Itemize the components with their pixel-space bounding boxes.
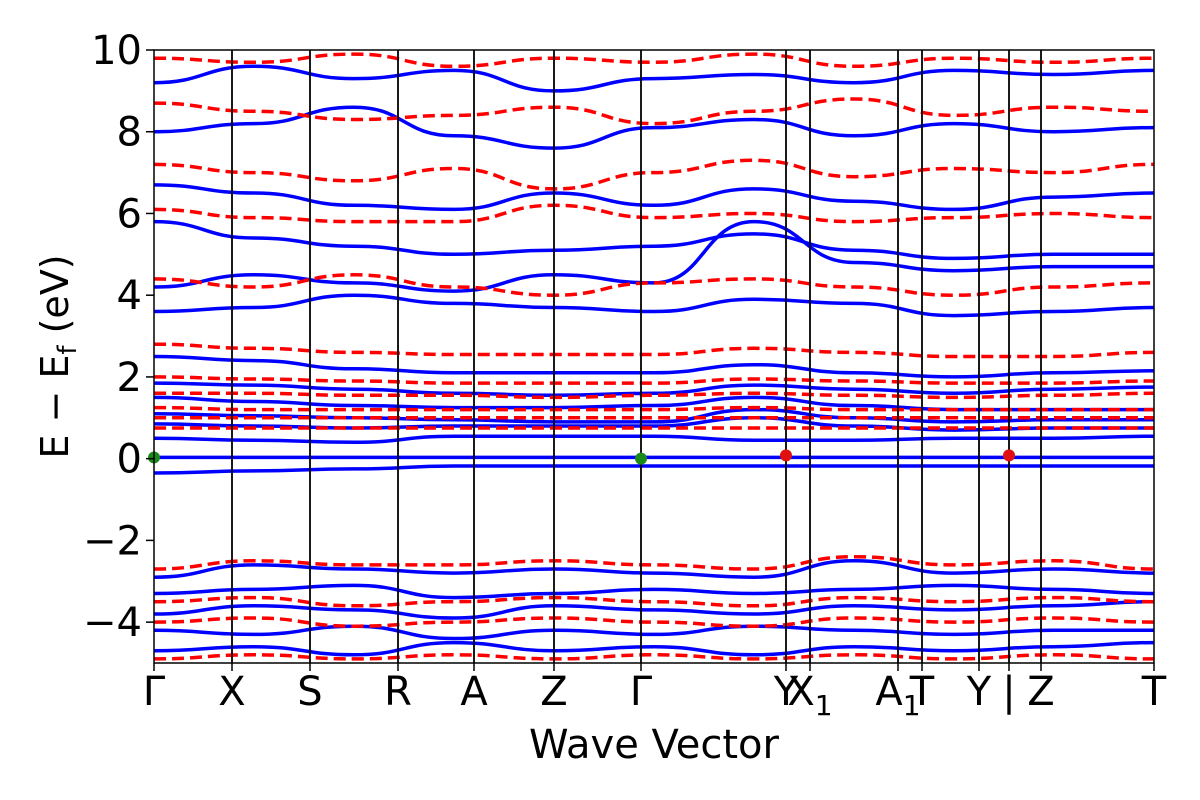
blue-band-10 bbox=[154, 219, 1154, 261]
x-tick-label-2: S bbox=[297, 669, 322, 715]
x-tick-label-14: T bbox=[1141, 669, 1167, 715]
blue-band-17 bbox=[154, 624, 1154, 641]
red-band-7 bbox=[154, 203, 1154, 224]
red-band-11 bbox=[154, 554, 1154, 571]
y-tick-label-5: 6 bbox=[117, 191, 142, 237]
blue-band-12 bbox=[154, 105, 1154, 150]
red-band-9 bbox=[154, 97, 1154, 126]
marker-red-2 bbox=[780, 449, 792, 462]
blue-band-15 bbox=[154, 583, 1154, 600]
blue-band-2 bbox=[154, 434, 1154, 445]
x-ticks-layer: Γ X S R A Z Γ YX1 A1T Y | Z T bbox=[143, 663, 1167, 722]
blue-band-14 bbox=[154, 559, 1154, 579]
y-axis-label: E − Ef (eV) bbox=[33, 254, 83, 458]
x-tick-label-0: Γ bbox=[143, 669, 166, 715]
blue-band-5 bbox=[154, 395, 1154, 412]
red-band-4 bbox=[154, 375, 1154, 385]
x-tick-label-1: X bbox=[218, 669, 245, 715]
blue-band-16 bbox=[154, 599, 1154, 620]
red-band-5 bbox=[154, 342, 1154, 359]
red-band-13 bbox=[154, 616, 1154, 628]
x-tick-label-3: R bbox=[384, 669, 412, 715]
red-band-2 bbox=[154, 405, 1154, 412]
red-band-6 bbox=[154, 273, 1154, 297]
x-tick-label-8: X1 bbox=[787, 669, 832, 722]
y-tick-label-2: 0 bbox=[117, 437, 142, 483]
y-axis-label-main: E − E bbox=[33, 355, 77, 459]
x-tick-label-6: Γ bbox=[630, 669, 653, 715]
blue-band-6 bbox=[154, 381, 1154, 398]
blue-band-11 bbox=[154, 183, 1154, 212]
x-tick-label-4: A bbox=[460, 669, 488, 715]
blue-band-4 bbox=[154, 407, 1154, 424]
x-tick-label-11: Y bbox=[966, 669, 992, 715]
y-tick-label-3: 2 bbox=[117, 355, 142, 401]
blue-band-18 bbox=[154, 640, 1154, 657]
x-tick-label-12: | bbox=[1002, 669, 1015, 715]
marker-green-1 bbox=[635, 452, 647, 465]
y-tick-label-7: 10 bbox=[91, 28, 142, 74]
y-axis-label-unit: (eV) bbox=[33, 254, 77, 345]
x-tick-label-13: Z bbox=[1027, 669, 1054, 715]
marker-red-3 bbox=[1003, 449, 1015, 462]
blue-band-8 bbox=[154, 293, 1154, 318]
blue-band-13 bbox=[154, 64, 1154, 93]
y-tick-label-0: −4 bbox=[83, 600, 142, 646]
red-band-12 bbox=[154, 595, 1154, 608]
red-band-8 bbox=[154, 158, 1154, 191]
red-band-10 bbox=[154, 52, 1154, 69]
red-band-3 bbox=[154, 391, 1154, 400]
bands-layer bbox=[154, 52, 1154, 661]
red-band-14 bbox=[154, 653, 1154, 661]
x-tick-label-5: Z bbox=[540, 669, 567, 715]
x-axis-label: Wave Vector bbox=[529, 722, 780, 768]
blue-band-1 bbox=[154, 464, 1154, 475]
y-tick-label-4: 4 bbox=[117, 273, 142, 319]
kpoint-lines-layer bbox=[231, 50, 1042, 663]
x-tick-label-7: Y bbox=[773, 669, 799, 715]
y-tick-label-6: 8 bbox=[117, 110, 142, 156]
y-axis-label-sub: f bbox=[53, 345, 83, 355]
x-tick-label-10: T bbox=[909, 669, 935, 715]
x-tick-label-9: A1 bbox=[875, 669, 920, 722]
plot-frame bbox=[153, 49, 1155, 664]
blue-band-7 bbox=[154, 354, 1154, 379]
y-tick-label-1: −2 bbox=[83, 518, 142, 564]
y-ticks-layer: −4 −2 0 2 4 6 8 10 bbox=[83, 28, 154, 646]
